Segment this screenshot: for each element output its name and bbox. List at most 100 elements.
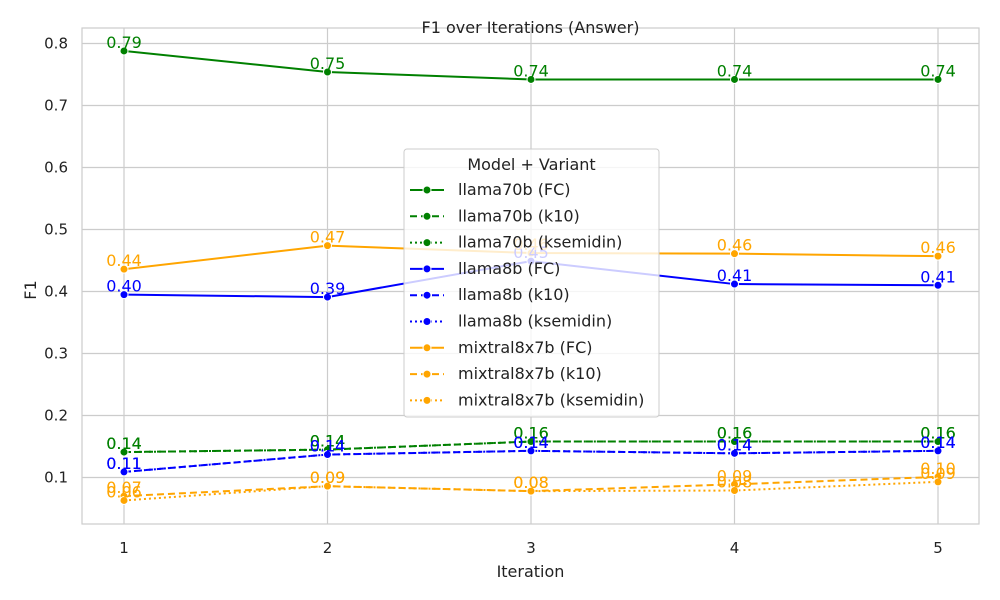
data-label: 0.46 (920, 238, 956, 257)
data-label: 0.07 (106, 478, 142, 497)
data-label: 0.09 (310, 468, 346, 487)
tick-labels: 1 2 3 4 5 0.1 0.2 0.3 0.4 0.5 0.6 0.7 0.8 (44, 35, 943, 558)
y-tick-label: 0.5 (44, 221, 68, 239)
data-label: 0.14 (920, 433, 956, 452)
legend-title: Model + Variant (467, 155, 595, 174)
data-labels: 0.790.75 0.74 0.74 0.740.14 0.14 0.16 0.16 0.16… (106, 33, 956, 502)
x-tick-label: 3 (526, 539, 536, 557)
data-point (730, 486, 739, 496)
data-point (323, 241, 332, 251)
data-label: 0.44 (106, 251, 142, 270)
data-label: 0.14 (106, 434, 142, 453)
x-axis-label: Iteration (497, 562, 565, 581)
legend-entry-label: mixtral8x7b (k10) (458, 364, 602, 383)
data-label: 0.39 (310, 279, 346, 298)
data-point (933, 446, 943, 456)
legend-swatch-marker (422, 317, 432, 326)
y-tick-label: 0.2 (44, 407, 68, 425)
data-label: 0.08 (513, 473, 549, 492)
data-label: 0.14 (310, 432, 346, 451)
data-label: 0.09 (310, 468, 346, 487)
legend-entry-label: mixtral8x7b (FC) (458, 338, 593, 357)
y-tick-label: 0.4 (44, 283, 68, 301)
series-line (123, 480, 939, 502)
data-label: 0.08 (717, 473, 753, 492)
y-tick-label: 0.8 (44, 35, 68, 53)
data-point (933, 280, 943, 290)
data-label: 0.47 (310, 228, 346, 247)
data-point (119, 495, 129, 505)
data-point (933, 251, 943, 261)
legend-entry-label: mixtral8x7b (ksemidin) (458, 390, 644, 409)
legend-swatch-marker (422, 290, 432, 300)
legend-swatch-marker (422, 185, 432, 195)
data-label: 0.10 (920, 459, 956, 478)
data-point (526, 486, 536, 496)
data-point (933, 74, 943, 84)
data-label: 0.16 (717, 424, 753, 443)
data-label: 0.74 (920, 61, 956, 80)
series-line (123, 440, 938, 454)
data-label: 0.14 (513, 433, 549, 452)
data-label: 0.14 (310, 432, 346, 451)
data-label: 0.46 (717, 236, 753, 255)
y-tick-label: 0.3 (44, 345, 68, 363)
data-label: 0.14 (310, 437, 346, 456)
x-tick-label: 5 (933, 539, 943, 557)
data-label: 0.14 (106, 434, 142, 453)
data-point (730, 437, 739, 447)
data-label: 0.09 (717, 466, 753, 485)
data-point (730, 249, 739, 259)
data-label: 0.79 (106, 33, 142, 52)
data-point (526, 446, 536, 456)
x-tick-label: 2 (323, 539, 333, 557)
data-label: 0.11 (106, 454, 142, 473)
data-label: 0.16 (920, 424, 956, 443)
legend-swatch-marker (422, 343, 432, 353)
data-point (730, 448, 739, 458)
data-point (119, 467, 129, 477)
legend-swatch-marker (422, 369, 432, 379)
data-label: 0.41 (717, 266, 753, 285)
data-point (933, 477, 943, 487)
data-label: 0.16 (513, 424, 549, 443)
data-point (323, 450, 332, 460)
data-label: 0.14 (717, 435, 753, 454)
data-point (323, 67, 332, 77)
data-label: 0.16 (513, 424, 549, 443)
legend-entry-label: llama8b (ksemidin) (458, 312, 612, 331)
legend: Model + Variant llama70b (FC) llama70b (k… (403, 148, 660, 418)
legend-swatch-marker (422, 211, 432, 221)
data-label: 0.74 (717, 61, 753, 80)
data-point (119, 46, 129, 56)
legend-entry-label: llama70b (k10) (458, 206, 580, 225)
legend-entry-label: llama8b (k10) (458, 285, 570, 304)
data-label: 0.06 (106, 482, 142, 501)
data-label: 0.16 (717, 424, 753, 443)
legend-entry-label: llama70b (FC) (458, 180, 571, 199)
data-point (526, 74, 536, 84)
data-label: 0.09 (920, 464, 956, 483)
legend-swatch-marker (422, 264, 432, 274)
y-axis-label: F1 (21, 280, 40, 299)
data-label: 0.14 (310, 437, 346, 456)
data-point (323, 481, 332, 491)
legend-swatch-marker (422, 395, 432, 405)
data-point (119, 447, 129, 457)
data-point (119, 264, 129, 274)
data-label: 0.14 (717, 435, 753, 454)
y-tick-label: 0.7 (44, 97, 68, 115)
legend-entry-label: llama8b (FC) (458, 259, 560, 278)
data-point (730, 74, 739, 84)
data-label: 0.14 (513, 433, 549, 452)
y-tick-label: 0.6 (44, 159, 68, 177)
data-label: 0.11 (106, 454, 142, 473)
data-label: 0.41 (920, 267, 956, 286)
x-tick-label: 1 (119, 539, 129, 557)
data-label: 0.16 (920, 424, 956, 443)
x-tick-label: 4 (730, 539, 740, 557)
data-label: 0.74 (513, 61, 549, 80)
y-tick-label: 0.1 (44, 469, 68, 487)
data-point (933, 437, 943, 447)
